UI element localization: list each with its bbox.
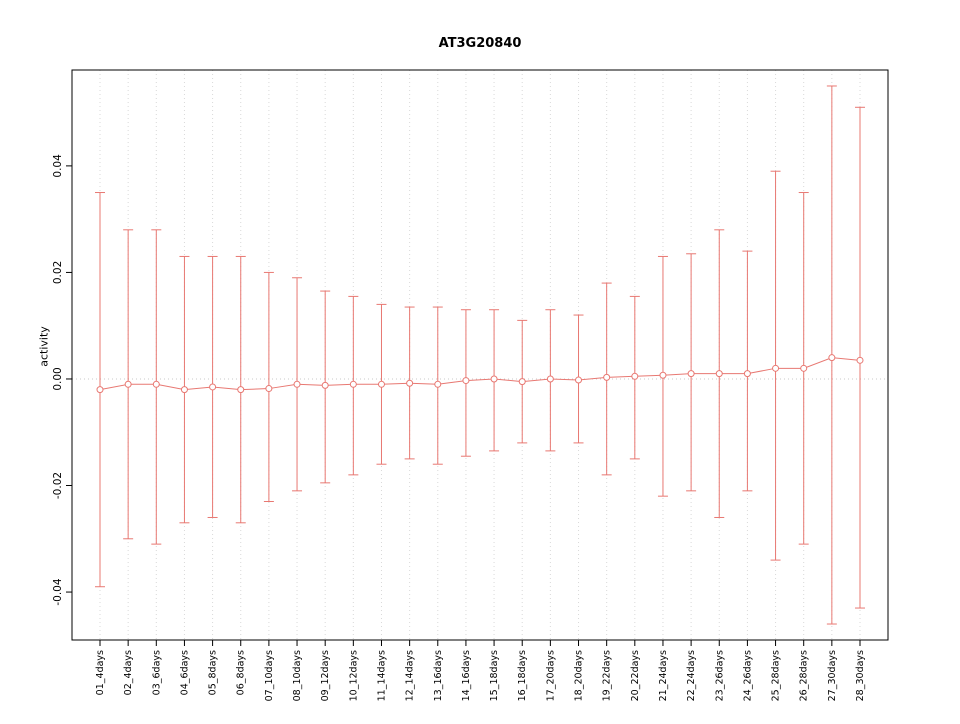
x-tick-label: 19_22days <box>602 650 613 701</box>
x-tick-label: 05_8days <box>208 650 219 695</box>
x-tick-label: 03_6days <box>151 650 162 695</box>
x-tick-label: 25_28days <box>771 650 782 701</box>
mean-point <box>462 377 470 385</box>
x-tick-label: 23_26days <box>714 650 725 701</box>
plot-border <box>71 69 889 641</box>
mean-line <box>99 357 861 391</box>
chart-title: AT3G20840 <box>438 36 522 51</box>
x-tick-label: 07_10days <box>264 650 275 701</box>
mean-point <box>828 354 836 362</box>
y-tick-label: -0.02 <box>52 472 64 499</box>
mean-point <box>434 380 442 388</box>
mean-point <box>800 364 808 372</box>
x-tick-label: 09_12days <box>320 650 331 701</box>
x-tick-label: 11_14days <box>376 650 387 701</box>
x-tick-label: 02_4days <box>123 650 134 695</box>
x-tick-label: 26_28days <box>799 650 810 701</box>
mean-point <box>546 375 554 383</box>
mean-point <box>293 380 301 388</box>
mean-point <box>715 370 723 378</box>
mean-point <box>518 378 526 386</box>
x-tick-label: 20_22days <box>630 650 641 701</box>
x-tick-label: 24_26days <box>742 650 753 701</box>
x-tick-label: 13_16days <box>433 650 444 701</box>
mean-point <box>96 386 104 394</box>
y-tick-label: 0.04 <box>52 154 64 178</box>
mean-point <box>124 380 132 388</box>
x-tick-label: 27_30days <box>827 650 838 701</box>
mean-point <box>603 373 611 381</box>
x-tick-label: 04_6days <box>179 650 190 695</box>
x-tick-label: 10_12days <box>348 650 359 701</box>
x-tick-label: 08_10days <box>292 650 303 701</box>
mean-point <box>265 385 273 393</box>
mean-point <box>659 371 667 379</box>
y-tick-label: 0.02 <box>52 261 64 284</box>
y-tick-label: 0.00 <box>52 367 64 390</box>
x-tick-label: 18_20days <box>574 650 585 701</box>
x-tick-label: 28_30days <box>855 650 866 701</box>
x-tick-label: 12_14days <box>405 650 416 701</box>
x-tick-label: 01_4days <box>95 650 106 695</box>
mean-point <box>772 364 780 372</box>
y-axis-title: activity <box>37 326 51 367</box>
mean-point <box>631 372 639 380</box>
x-tick-label: 14_16days <box>461 650 472 701</box>
mean-point <box>377 380 385 388</box>
x-tick-label: 06_8days <box>236 650 247 695</box>
mean-point <box>743 370 751 378</box>
x-tick-label: 16_18days <box>517 650 528 701</box>
mean-point <box>575 376 583 384</box>
x-tick-label: 21_24days <box>658 650 669 701</box>
mean-point <box>321 381 329 389</box>
mean-point <box>406 379 414 387</box>
x-tick-label: 15_18days <box>489 650 500 701</box>
mean-point <box>152 380 160 388</box>
y-tick-label: -0.04 <box>52 578 64 605</box>
mean-point <box>237 386 245 394</box>
mean-point <box>180 386 188 394</box>
mean-point <box>856 356 864 364</box>
mean-point <box>209 383 217 391</box>
mean-point <box>687 370 695 378</box>
mean-point <box>490 375 498 383</box>
x-tick-label: 22_24days <box>686 650 697 701</box>
mean-point <box>349 380 357 388</box>
x-tick-label: 17_20days <box>545 650 556 701</box>
